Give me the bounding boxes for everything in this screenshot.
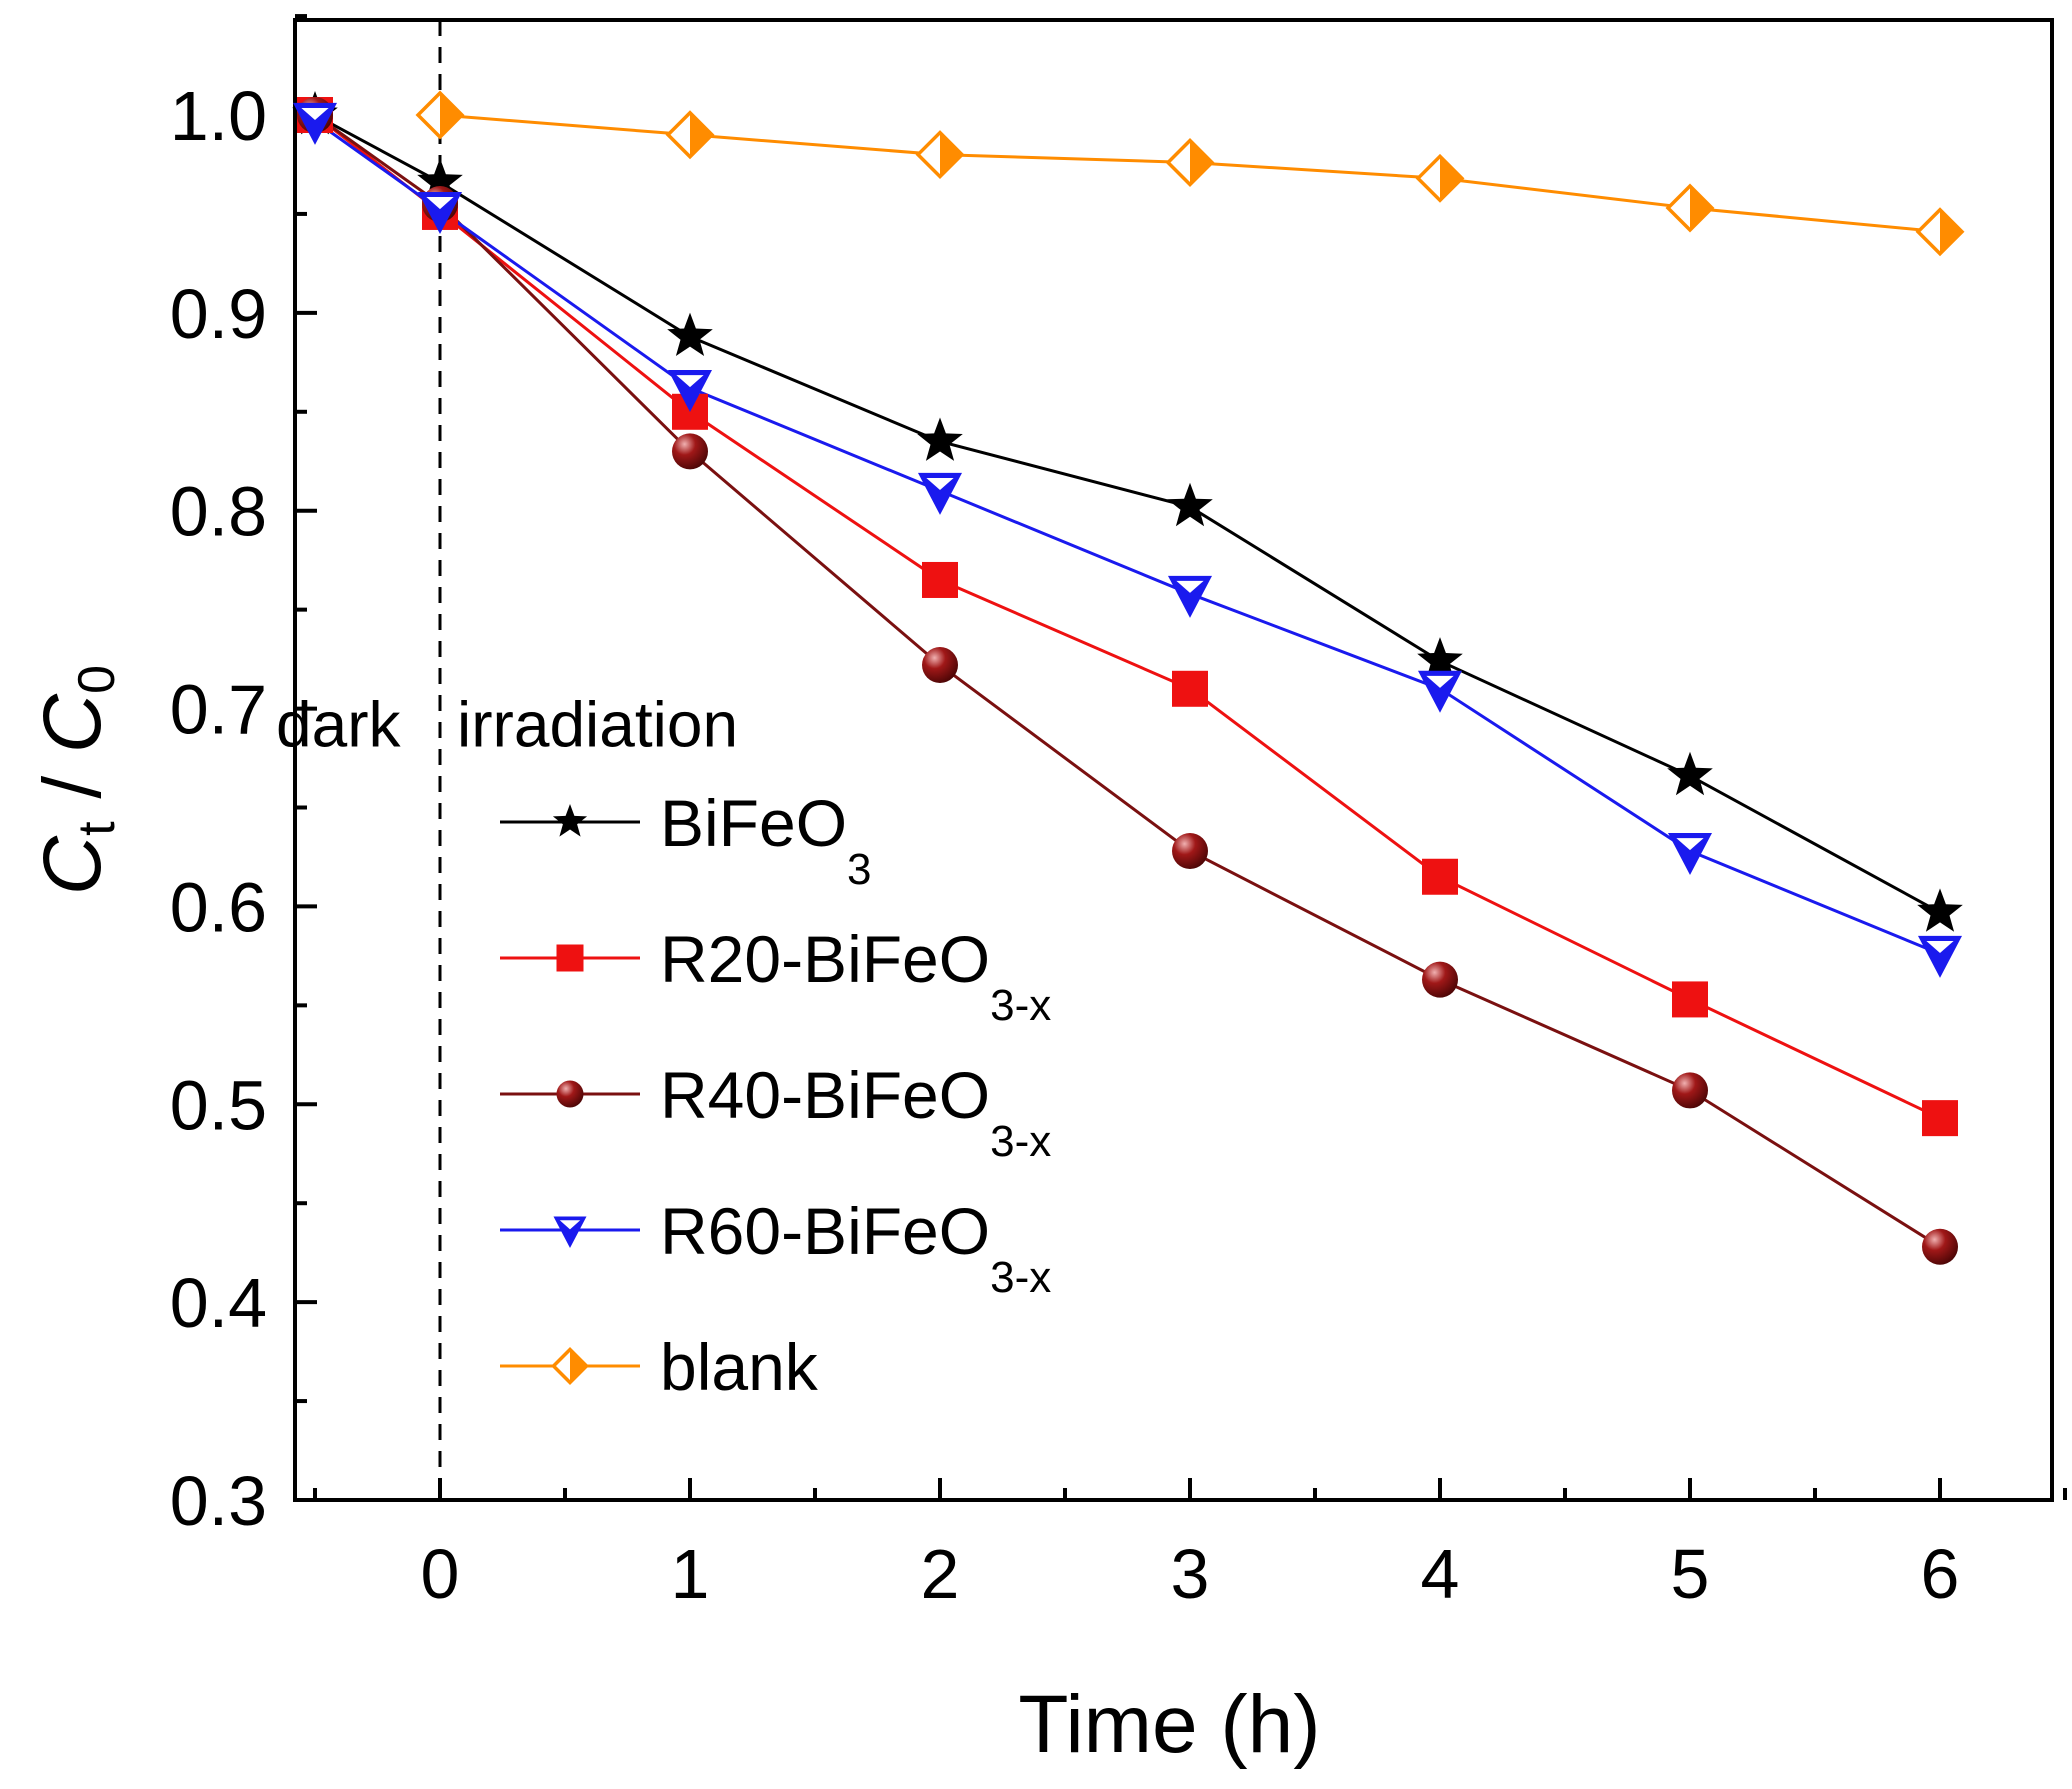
legend-item: R60-BiFeO3-x	[500, 1194, 1051, 1302]
x-tick-label: 3	[1171, 1535, 1210, 1613]
y-tick-label: 0.9	[170, 275, 267, 353]
data-point-2-7	[1922, 1228, 1958, 1265]
y-tick-label: 0.5	[170, 1066, 267, 1144]
data-point-1-3	[922, 561, 958, 598]
legend-item: blank	[500, 1330, 819, 1404]
data-point-3-3	[918, 472, 962, 515]
series-line-0	[314, 113, 1941, 914]
y-axis-title-sep: /	[27, 753, 118, 821]
data-point-0-3	[917, 417, 963, 461]
series-line-3	[314, 119, 1941, 956]
data-point-2-3	[922, 647, 958, 684]
axis-tick-labels: 0 1 2 3 4 5 6 0.3 0.4 0.5 0.6 0.7 0.8 0.9 1.0	[170, 77, 1960, 1613]
data-point-3-7	[1918, 935, 1962, 978]
x-tick-label: 0	[421, 1535, 460, 1613]
data-point-3-2	[668, 370, 712, 413]
legend-item: R40-BiFeO3-x	[500, 1058, 1051, 1166]
data-point-0-1	[417, 158, 463, 202]
data-point-3-0	[293, 102, 337, 145]
legend-label-sub: 3-x	[990, 981, 1051, 1030]
data-point-4-2	[915, 130, 965, 180]
data-point-0-4	[1167, 482, 1213, 527]
data-point-3-4	[1168, 575, 1212, 618]
x-tick-label: 5	[1671, 1535, 1710, 1613]
y-axis-title: Ct / C0	[27, 665, 126, 895]
legend-label-main: R20-BiFeO	[660, 922, 990, 996]
data-point-0-2	[667, 312, 713, 356]
data-point-1-4	[1172, 670, 1208, 707]
legend-label: blank	[660, 1330, 819, 1404]
data-point-4-1	[665, 110, 715, 160]
data-point-4-4	[1415, 153, 1465, 203]
legend-label: BiFeO3	[660, 786, 872, 894]
annotation-dark: dark	[276, 688, 402, 760]
y-axis-title-sub-t: t	[68, 821, 126, 836]
legend-item: BiFeO3	[500, 786, 872, 894]
x-tick-label: 6	[1921, 1535, 1960, 1613]
legend-marker	[556, 944, 584, 972]
data-point-1-6	[1672, 981, 1708, 1018]
data-point-3-5	[1418, 670, 1462, 713]
x-tick-label: 2	[921, 1535, 960, 1613]
series-markers	[292, 90, 1965, 1265]
data-point-3-1	[418, 191, 462, 234]
legend-label-sub: 3	[847, 845, 871, 894]
plot-frame	[293, 18, 2054, 1502]
annotation-irradiation: irradiation	[457, 688, 738, 760]
x-axis-title: Time (h)	[1018, 1679, 1320, 1770]
y-axis-title-sub-0: 0	[68, 665, 126, 694]
legend-item: R20-BiFeO3-x	[500, 922, 1051, 1030]
data-point-2-4	[1172, 833, 1208, 870]
legend-label-sub: 3-x	[990, 1253, 1051, 1302]
y-tick-label: 0.7	[170, 671, 267, 749]
y-axis-title-c: C	[27, 835, 118, 895]
y-tick-label: 0.6	[170, 868, 267, 946]
x-tick-label: 4	[1421, 1535, 1460, 1613]
legend-label-main: blank	[660, 1330, 819, 1404]
y-tick-label: 0.3	[170, 1462, 267, 1540]
legend-label: R40-BiFeO3-x	[660, 1058, 1051, 1166]
legend-label-main: R40-BiFeO	[660, 1058, 990, 1132]
axis-ticks	[295, 14, 2067, 1502]
data-point-0-5	[1417, 637, 1463, 681]
data-point-2-5	[1422, 961, 1458, 998]
y-axis-title-c0: C	[27, 693, 118, 753]
data-point-4-5	[1665, 183, 1715, 233]
legend-marker	[553, 1216, 587, 1248]
y-tick-label: 1.0	[170, 77, 267, 155]
legend-label-sub: 3-x	[990, 1117, 1051, 1166]
data-point-2-2	[672, 433, 708, 470]
data-point-4-3	[1165, 138, 1215, 187]
data-point-2-6	[1672, 1072, 1708, 1109]
data-point-4-0	[415, 90, 465, 140]
x-tick-label: 1	[671, 1535, 710, 1613]
legend-marker	[556, 1080, 584, 1108]
legend-label-main: BiFeO	[660, 786, 847, 860]
data-point-1-5	[1422, 858, 1458, 895]
legend-label-main: R60-BiFeO	[660, 1194, 990, 1268]
legend-marker	[551, 1347, 589, 1385]
legend-label: R20-BiFeO3-x	[660, 922, 1051, 1030]
legend-marker	[552, 804, 588, 837]
data-point-0-6	[1667, 751, 1713, 796]
legend: BiFeO3R20-BiFeO3-xR40-BiFeO3-xR60-BiFeO3…	[500, 786, 1051, 1404]
svg-text:Ct / C0: Ct / C0	[27, 665, 126, 895]
series-line-2	[314, 113, 1941, 1248]
data-point-0-7	[1917, 888, 1963, 932]
data-point-1-7	[1922, 1100, 1958, 1137]
data-point-4-6	[1915, 207, 1965, 257]
data-point-3-6	[1668, 833, 1712, 876]
y-tick-label: 0.8	[170, 473, 267, 551]
y-tick-label: 0.4	[170, 1264, 267, 1342]
legend-label: R60-BiFeO3-x	[660, 1194, 1051, 1302]
